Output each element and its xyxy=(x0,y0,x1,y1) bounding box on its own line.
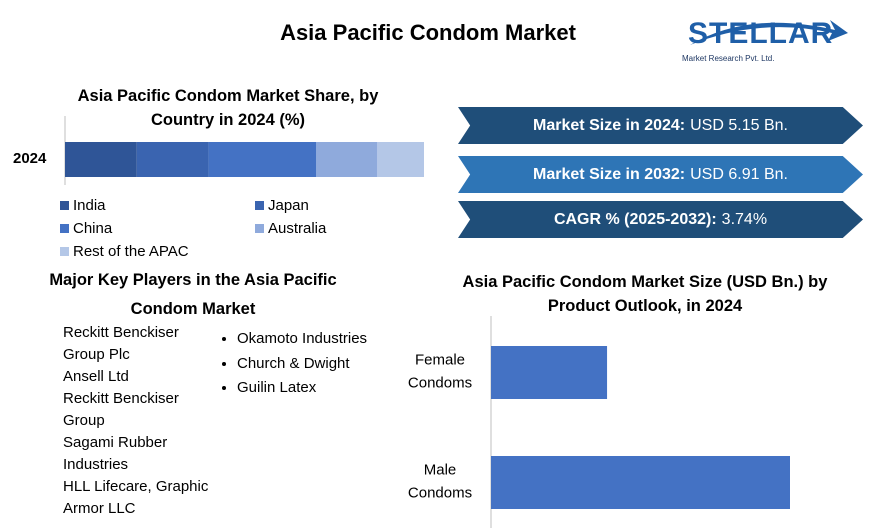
player: Ansell Ltd xyxy=(63,368,129,385)
bar-segment xyxy=(136,142,209,177)
player: Guilin Latex xyxy=(237,376,367,401)
bar-segment xyxy=(208,142,317,177)
logo: STELLAR Market Research Pvt. Ltd. xyxy=(682,17,848,63)
players-list: Okamoto IndustriesChurch & DwightGuilin … xyxy=(223,327,367,401)
product-chart: Female Condoms Male Condoms xyxy=(408,316,790,528)
logo-tagline: Market Research Pvt. Ltd. xyxy=(682,54,774,63)
legend-swatch xyxy=(255,224,264,233)
legend-label: Australia xyxy=(268,220,327,237)
stat-label: CAGR % (2025-2032): xyxy=(553,210,717,228)
y-tick-label: Male Condoms xyxy=(408,461,472,501)
stat-value: USD 6.91 Bn. xyxy=(690,165,788,183)
player: Reckitt Benckiser Group Plc xyxy=(63,324,179,363)
logo-name: STELLAR xyxy=(688,17,833,50)
player: Okamoto Industries xyxy=(237,327,367,352)
stat-label: Market Size in 2032: xyxy=(533,165,686,183)
legend-swatch xyxy=(60,247,69,256)
bar xyxy=(491,456,790,509)
player: Reckitt Benckiser Group xyxy=(63,390,179,429)
stat-value: 3.74% xyxy=(721,210,768,228)
chart-title: Asia Pacific Condom Market Size (USD Bn.… xyxy=(462,273,828,315)
bar-segment xyxy=(65,142,137,177)
legend-label: India xyxy=(73,197,106,214)
player: HLL Lifecare, Graphic Armor LLC xyxy=(63,478,209,517)
stat-banner: CAGR % (2025-2032): 3.74% xyxy=(458,201,863,238)
stat-banner: Market Size in 2024: USD 5.15 Bn. xyxy=(458,107,863,144)
y-tick-label: Female Condoms xyxy=(408,351,472,391)
player: Church & Dwight xyxy=(237,352,367,377)
legend-label: China xyxy=(73,220,113,237)
bar xyxy=(491,346,608,399)
chart-title: Asia Pacific Condom Market Share, by Cou… xyxy=(77,87,379,129)
players-column: Reckitt Benckiser Group Plc Ansell Ltd Rec… xyxy=(63,322,213,520)
bar-segment xyxy=(377,142,424,177)
player: Sagami Rubber Industries xyxy=(63,434,168,473)
legend-swatch xyxy=(60,201,69,210)
share-chart: 2024 India Japan China Australia Rest of the … xyxy=(13,116,424,260)
y-tick-label: 2024 xyxy=(13,150,47,167)
logo-swoosh xyxy=(690,20,848,45)
stat-label: Market Size in 2024: xyxy=(533,116,686,134)
legend-label: Rest of the APAC xyxy=(73,243,189,260)
bar-segment xyxy=(316,142,378,177)
page-title: Asia Pacific Condom Market xyxy=(280,20,576,45)
stat-banner: Market Size in 2032: USD 6.91 Bn. xyxy=(458,156,863,193)
legend-swatch xyxy=(60,224,69,233)
legend-label: Japan xyxy=(268,197,309,214)
legend-swatch xyxy=(255,201,264,210)
stat-value: USD 5.15 Bn. xyxy=(690,116,788,134)
players-title: Major Key Players in the Asia Pacific Co… xyxy=(49,271,337,318)
